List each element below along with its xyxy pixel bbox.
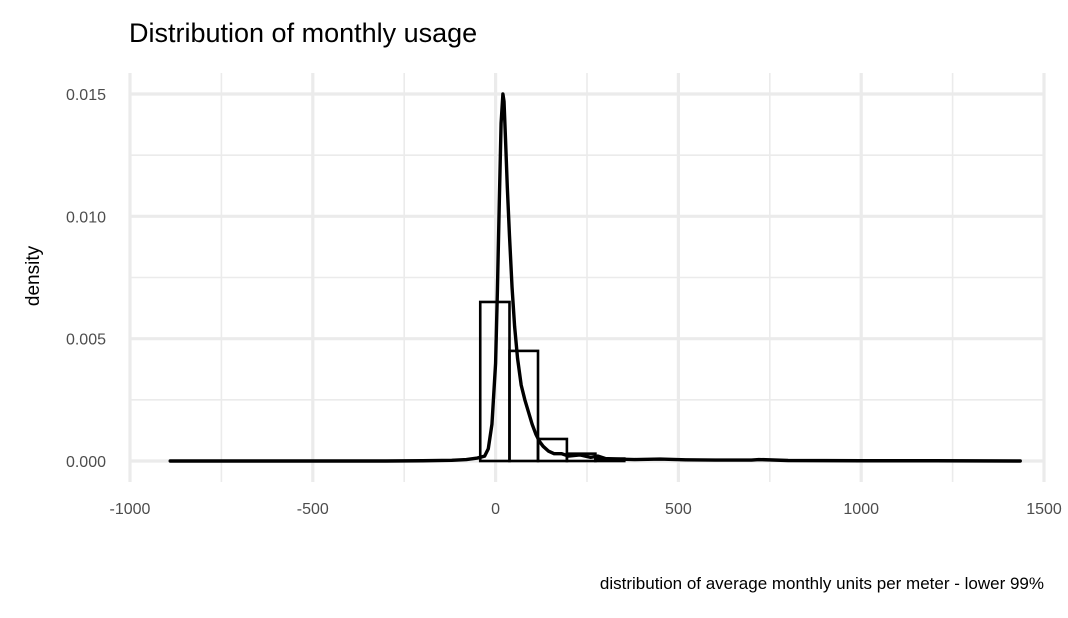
x-axis-label: distribution of average monthly units pe…	[599, 574, 1044, 593]
y-tick-label: 0.010	[66, 209, 106, 226]
minor-gridlines	[130, 73, 1044, 482]
y-tick-label: 0.005	[66, 332, 106, 349]
x-tick-label: -1000	[110, 501, 151, 518]
y-tick-labels: 0.000 0.005 0.010 0.015	[66, 87, 106, 471]
x-tick-label: -500	[297, 501, 329, 518]
density-curve	[168, 92, 1022, 463]
histogram-bar	[508, 349, 540, 463]
x-tick-labels: -1000 -500 0 500 1000 1500	[110, 501, 1062, 518]
histogram-bar	[536, 437, 569, 463]
chart-title: Distribution of monthly usage	[129, 18, 478, 48]
y-tick-label: 0.015	[66, 87, 106, 104]
x-tick-label: 1000	[843, 501, 879, 518]
major-gridlines	[128, 73, 1046, 482]
y-tick-label: 0.000	[66, 454, 106, 471]
x-tick-label: 0	[491, 501, 500, 518]
density-curve-group	[168, 92, 1022, 463]
x-tick-label: 1500	[1026, 501, 1062, 518]
x-tick-label: 500	[665, 501, 692, 518]
histogram-bars	[478, 300, 626, 463]
